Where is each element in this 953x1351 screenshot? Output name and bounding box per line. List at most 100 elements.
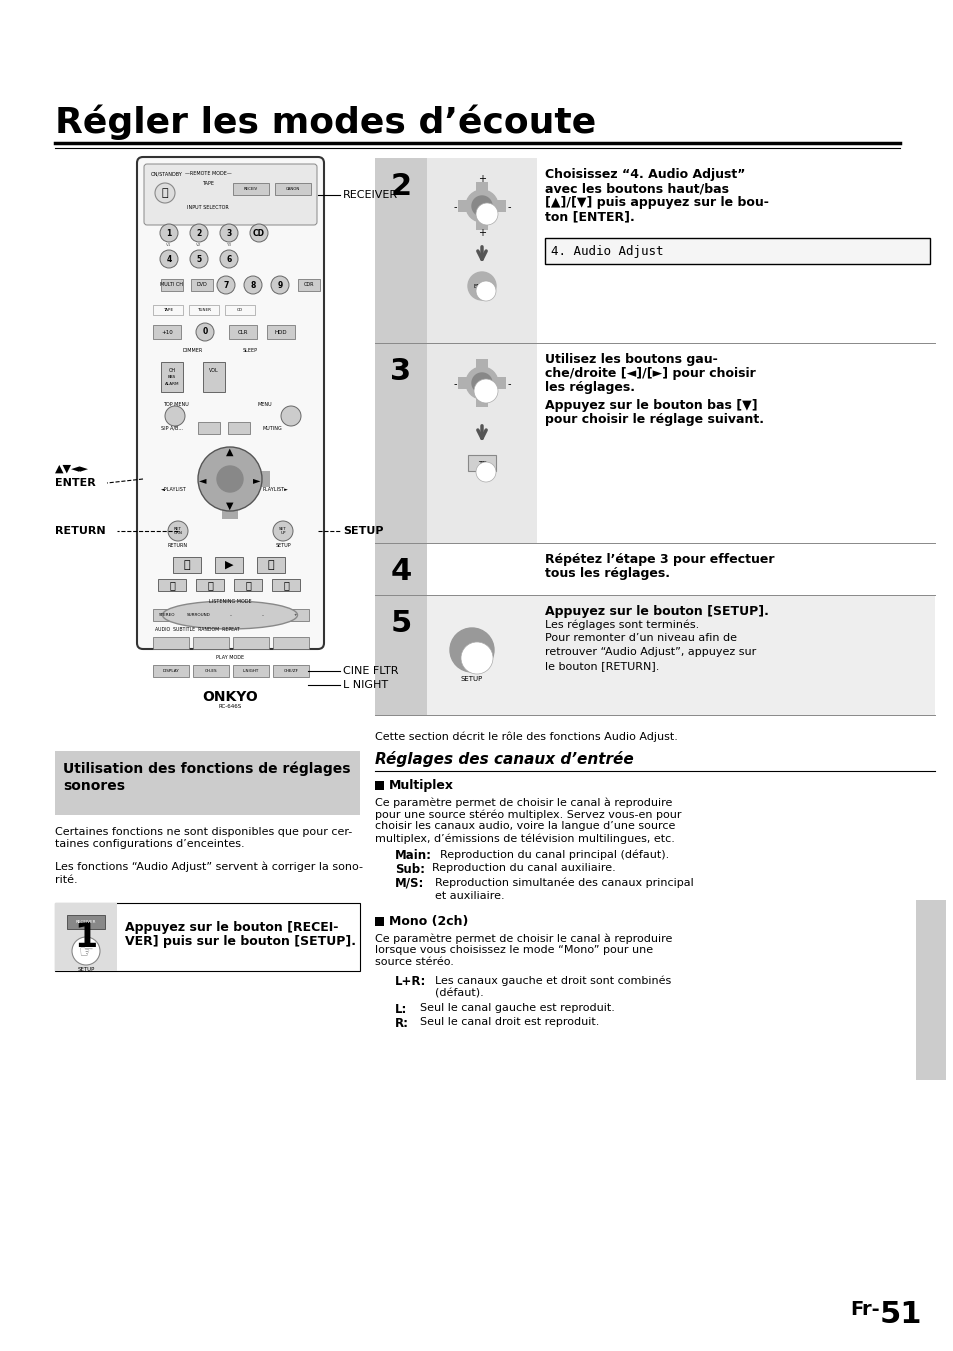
Text: SETUP: SETUP [274,543,291,549]
Text: Appuyez sur le bouton [SETUP].: Appuyez sur le bouton [SETUP]. [544,605,768,617]
Text: CLR: CLR [237,330,248,335]
Text: SETUP: SETUP [460,676,482,682]
Text: TAPE: TAPE [163,308,172,312]
Bar [375,343,427,543]
Text: le bouton [RETURN].: le bouton [RETURN]. [544,661,659,671]
Text: ON/STANDBY: ON/STANDBY [151,172,183,176]
Text: ENTER: ENTER [55,478,95,488]
Text: Certaines fonctions ne sont disponibles que pour cer-: Certaines fonctions ne sont disponibles … [55,827,352,838]
Text: ◄: ◄ [199,476,207,485]
Bar [281,609,309,621]
Bar [233,580,262,590]
Text: -: - [453,380,456,389]
Text: M/S:: M/S: [395,877,424,890]
Text: SURROUND: SURROUND [187,613,211,617]
Circle shape [450,628,494,671]
Text: 3: 3 [390,357,411,386]
Text: 4: 4 [390,557,411,586]
Text: Répétez l’étape 3 pour effectuer: Répétez l’étape 3 pour effectuer [544,553,774,566]
Circle shape [250,224,268,242]
Text: TAPE: TAPE [202,181,213,186]
Bar [297,280,319,290]
Circle shape [216,466,243,492]
Text: AUDIO  SUBTITLE  RANDOM  REPEAT: AUDIO SUBTITLE RANDOM REPEAT [154,627,239,632]
Circle shape [160,224,178,242]
Text: DIMMER: DIMMER [183,349,203,353]
Circle shape [281,407,301,426]
Text: ☞: ☞ [479,285,492,299]
Bar [457,200,476,212]
Text: CD: CD [253,228,265,238]
Text: Reproduction simultanée des canaux principal: Reproduction simultanée des canaux princ… [428,877,693,888]
Bar [208,471,226,486]
Bar [161,280,183,290]
Text: ☞: ☞ [467,648,486,669]
Circle shape [465,367,497,399]
Text: Choisissez “4. Audio Adjust”: Choisissez “4. Audio Adjust” [544,168,744,181]
Text: lorsque vous choisissez le mode “Mono” pour une: lorsque vous choisissez le mode “Mono” p… [375,944,653,955]
Text: 5: 5 [390,609,411,638]
Circle shape [271,276,289,295]
Text: V2: V2 [196,243,201,247]
Text: ◄PLAYLIST: ◄PLAYLIST [161,486,187,492]
Text: choisir les canaux audio, voire la langue d’une source: choisir les canaux audio, voire la langu… [375,821,675,831]
Circle shape [476,203,497,226]
Bar [233,638,269,648]
Bar [272,580,299,590]
Text: PLAYLIST►: PLAYLIST► [263,486,289,492]
Circle shape [71,938,100,965]
Text: Pour remonter d’un niveau afin de: Pour remonter d’un niveau afin de [544,634,737,643]
Text: MUTING: MUTING [263,426,282,431]
Circle shape [216,276,234,295]
Circle shape [198,447,262,511]
Text: 6: 6 [226,254,232,263]
Text: sonores: sonores [63,780,125,793]
Circle shape [168,521,188,540]
Circle shape [472,196,492,216]
Text: 4: 4 [166,254,172,263]
Text: CH: CH [169,367,175,373]
Bar [229,326,256,339]
Circle shape [476,281,496,301]
Text: avec les boutons haut/bas: avec les boutons haut/bas [544,182,728,195]
Bar [375,917,384,925]
Text: pour une source stéréo multiplex. Servez vous-en pour: pour une source stéréo multiplex. Servez… [375,809,680,820]
Bar [476,212,488,230]
Bar [249,609,276,621]
Text: L+R:: L+R: [395,975,426,988]
Text: Seul le canal gauche est reproduit.: Seul le canal gauche est reproduit. [413,1002,615,1013]
Bar [185,609,213,621]
Bar [214,557,243,573]
Text: les réglages.: les réglages. [544,381,635,394]
Text: SET
UP: SET UP [279,527,287,535]
Circle shape [190,250,208,267]
Text: Cette section décrit le rôle des fonctions Audio Adjust.: Cette section décrit le rôle des fonctio… [375,731,678,742]
Text: ▲▼◄►: ▲▼◄► [55,463,89,474]
Text: ☞: ☞ [479,208,494,223]
Text: ▲: ▲ [226,447,233,457]
Text: L:: L: [395,1002,407,1016]
Text: CINE FLTR: CINE FLTR [343,666,398,676]
Circle shape [220,250,237,267]
Text: 0: 0 [202,327,208,336]
Circle shape [220,224,237,242]
Text: ☞: ☞ [479,466,492,480]
Bar [468,455,496,471]
Text: —REMOTE MODE—: —REMOTE MODE— [185,172,232,176]
Text: Réglages des canaux d’entrée: Réglages des canaux d’entrée [375,751,633,767]
Bar [55,902,359,971]
Bar [222,501,237,519]
Circle shape [190,224,208,242]
Text: BBS: BBS [168,376,176,380]
Text: 5: 5 [196,254,201,263]
Bar [252,471,270,486]
Text: ►: ► [253,476,260,485]
Text: RECEIVER: RECEIVER [343,190,397,200]
Text: RC-646S: RC-646S [218,704,241,709]
Text: TC: TC [477,461,486,467]
Bar [488,377,505,389]
Text: ENTER: ENTER [474,205,490,211]
Bar [152,326,181,339]
Bar [193,638,229,648]
Bar [267,326,294,339]
